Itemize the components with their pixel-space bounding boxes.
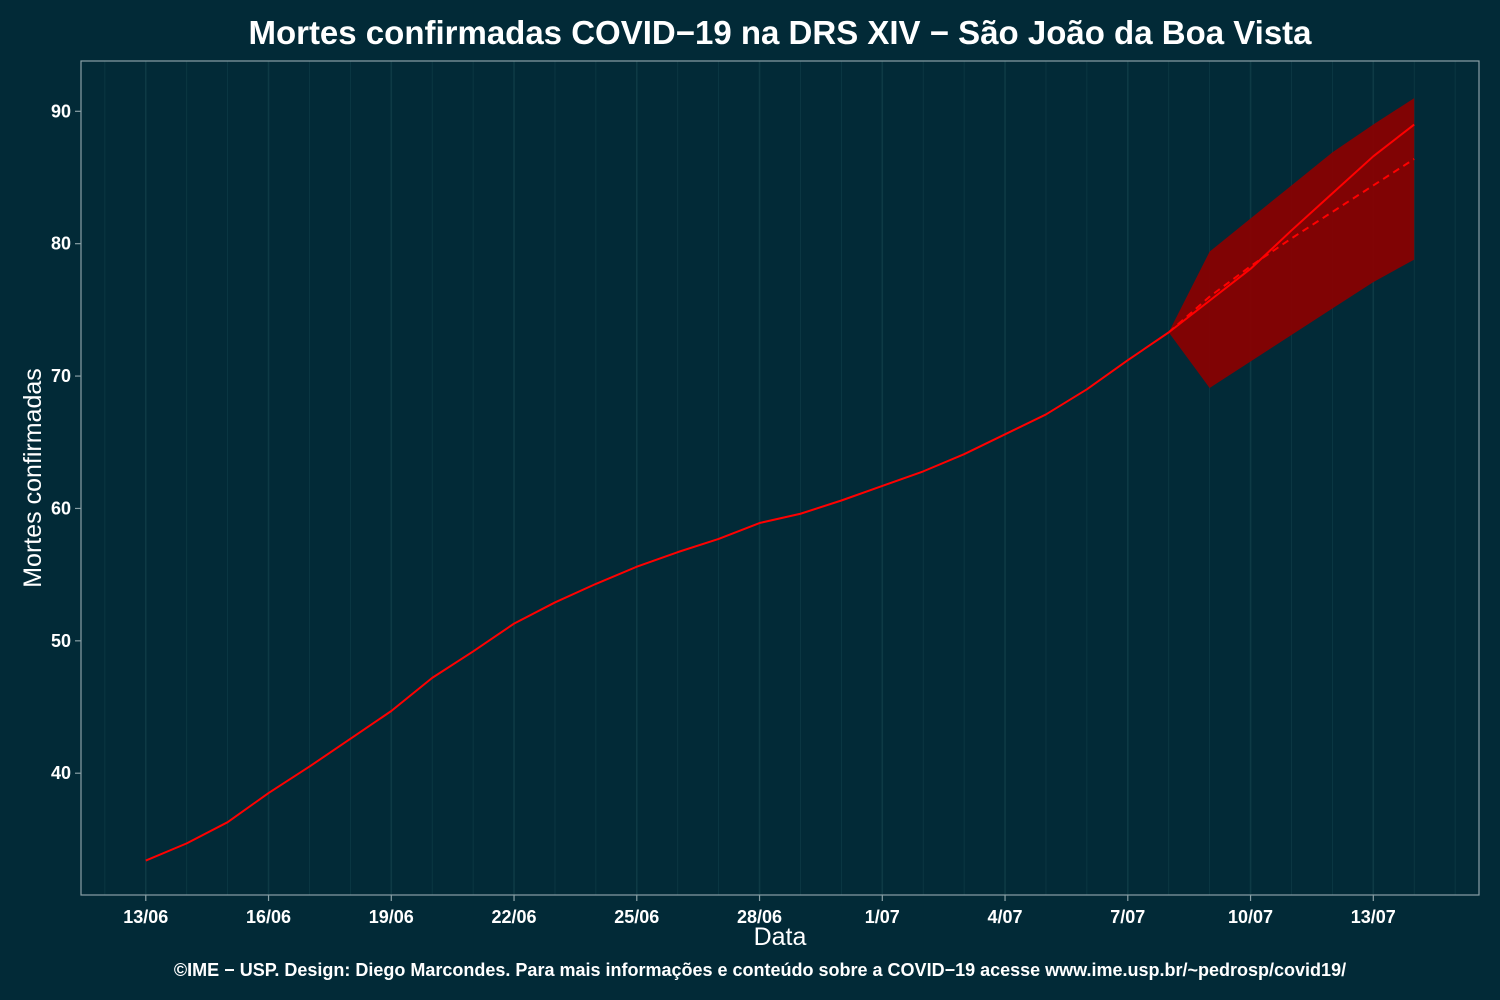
grid: [104, 61, 1456, 895]
y-axis: 40 50 60 70 80 90: [51, 101, 81, 783]
x-tick-label: 1/07: [865, 907, 900, 927]
x-tick-label: 22/06: [492, 907, 537, 927]
y-tick-label: 70: [51, 366, 71, 386]
prediction-band: [1168, 98, 1415, 388]
series-line-0: [145, 331, 1170, 862]
panel-border: [80, 60, 1480, 896]
y-tick-label: 40: [51, 763, 71, 783]
y-tick-label: 60: [51, 498, 71, 518]
x-tick-label: 13/07: [1351, 907, 1396, 927]
y-tick-label: 90: [51, 101, 71, 121]
caption: ©IME − USP. Design: Diego Marcondes. Par…: [174, 960, 1346, 980]
plot-marks: [145, 98, 1415, 862]
x-tick-label: 7/07: [1110, 907, 1145, 927]
x-tick-label: 25/06: [614, 907, 659, 927]
y-tick-label: 80: [51, 234, 71, 254]
x-tick-label: 13/06: [123, 907, 168, 927]
x-tick-label: 19/06: [369, 907, 414, 927]
x-tick-label: 28/06: [737, 907, 782, 927]
y-tick-label: 50: [51, 631, 71, 651]
series-line-1: [1168, 123, 1415, 334]
series-line-dashed-2: [1168, 158, 1415, 334]
chart-title: Mortes confirmadas COVID−19 na DRS XIV −…: [248, 14, 1312, 51]
x-axis: 13/06 16/06 19/06 22/06 25/06 28/06 1/07 4/07 7/…: [123, 895, 1396, 927]
x-tick-label: 10/07: [1228, 907, 1273, 927]
y-axis-label: Mortes confirmadas: [19, 368, 47, 588]
x-axis-label: Data: [754, 923, 807, 951]
x-tick-label: 4/07: [988, 907, 1023, 927]
x-tick-label: 16/06: [246, 907, 291, 927]
